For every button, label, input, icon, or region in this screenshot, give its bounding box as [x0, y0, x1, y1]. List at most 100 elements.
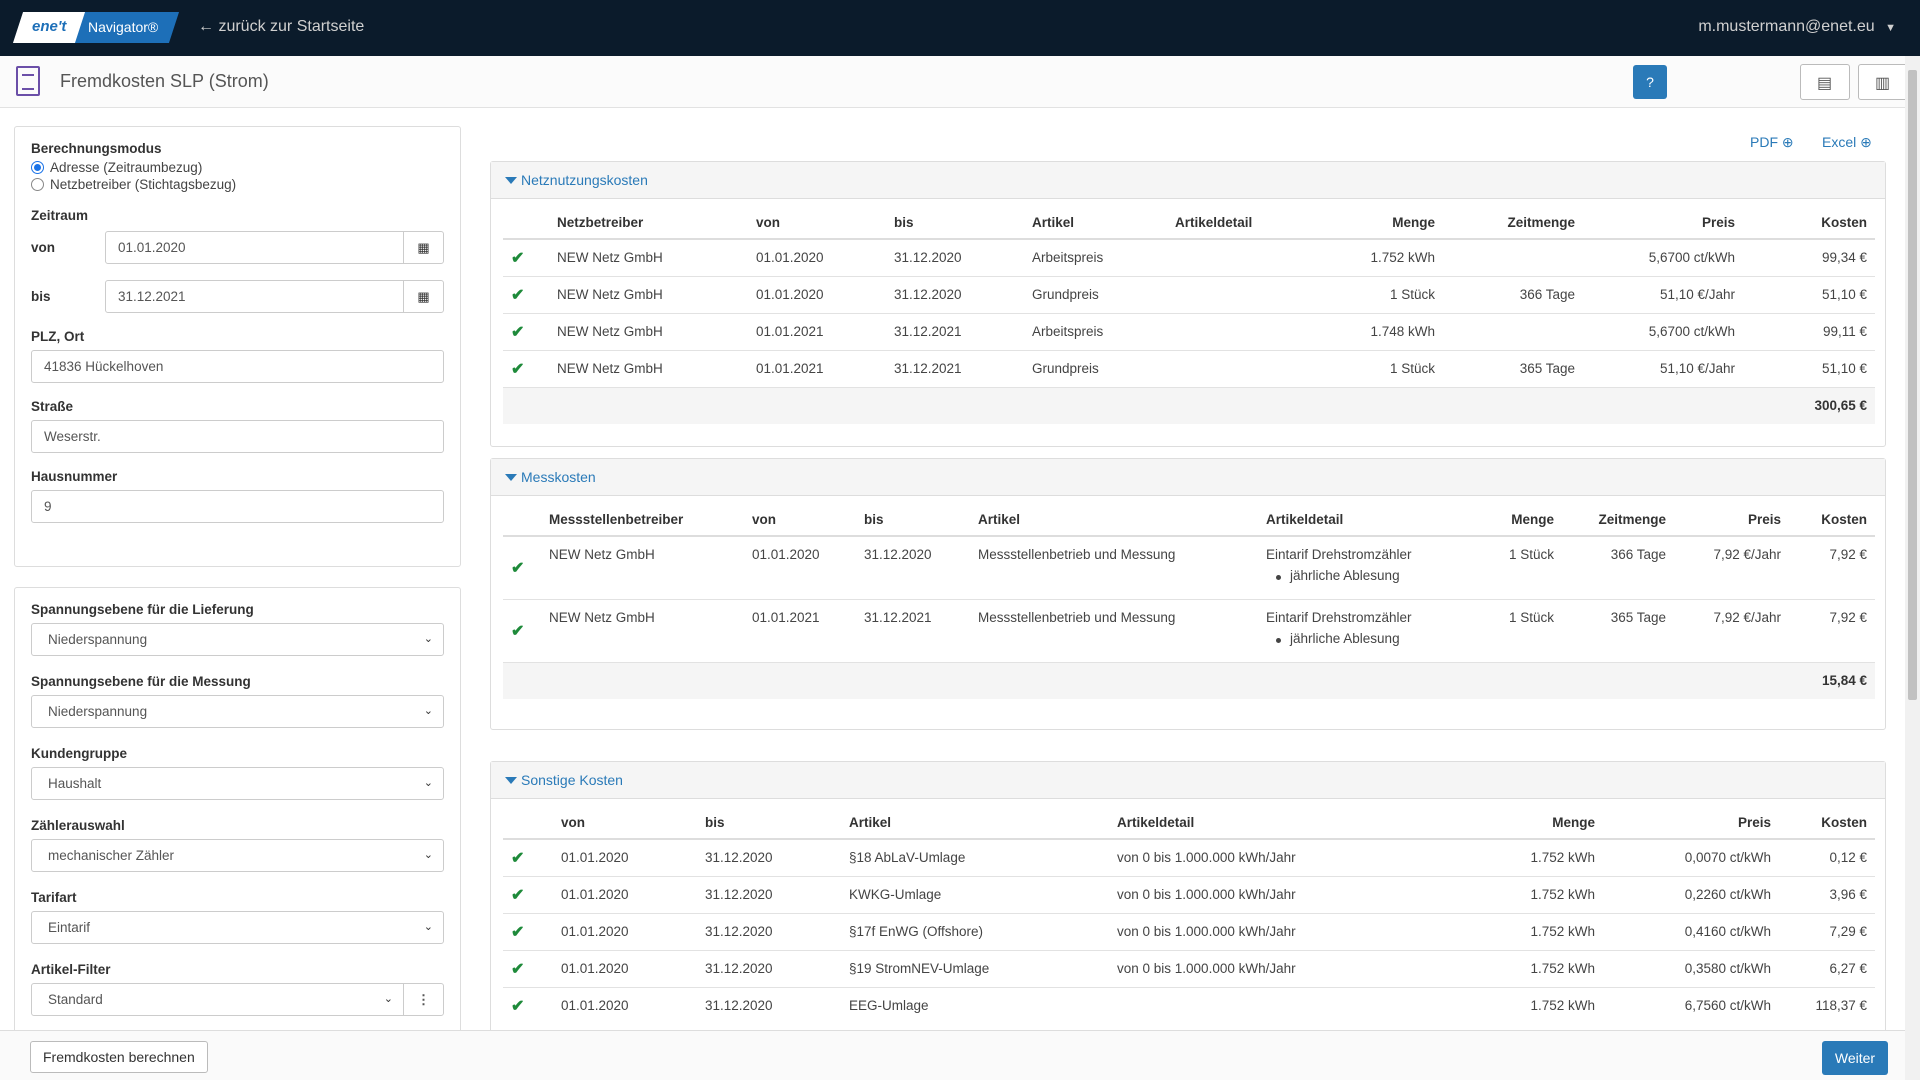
kundengruppe-label: Kundengruppe [31, 746, 127, 761]
table-cell: NEW Netz GmbH [557, 238, 756, 276]
detail-bullet: jährliche Ablesung [1266, 568, 1484, 583]
bis-date-value: 31.12.2021 [118, 289, 186, 304]
map-view-button[interactable]: ▥ [1858, 64, 1908, 100]
table-cell: 51,10 € [1735, 349, 1875, 387]
messkosten-section: Messkosten Messstellenbetreiber von bis … [490, 458, 1886, 730]
enet-navigator-logo[interactable]: ene't Navigator® [12, 12, 180, 43]
strasse-input[interactable]: Weserstr. [31, 420, 444, 453]
table-cell: Arbeitspreis [1032, 238, 1175, 276]
hausnummer-label: Hausnummer [31, 469, 118, 484]
check-icon: ✔ [503, 598, 549, 662]
sonstige-kosten-toggle[interactable]: Sonstige Kosten [491, 762, 1885, 799]
spannung-lieferung-value: Niederspannung [48, 632, 148, 647]
tarifart-select[interactable]: Eintarif ⌄ [31, 911, 444, 944]
help-button[interactable]: ? [1633, 65, 1667, 99]
mode-option-operator[interactable]: Netzbetreiber (Stichtagsbezug) [31, 177, 444, 192]
table-cell: 31.12.2020 [705, 912, 849, 950]
header-check [503, 496, 549, 537]
netznutzungskosten-toggle[interactable]: Netznutzungskosten [491, 162, 1885, 199]
bis-row: bis 31.12.2021 ▦ [31, 280, 444, 313]
page-scrollbar[interactable] [1905, 56, 1920, 1080]
check-icon: ✔ [503, 949, 561, 987]
table-cell: 1.752 kWh [1315, 238, 1435, 276]
table-cell: Grundpreis [1032, 275, 1175, 313]
more-options-icon[interactable]: ⋮ [403, 984, 443, 1015]
sonstige-kosten-section: Sonstige Kosten von bis Artikel Artikeld… [490, 761, 1886, 1041]
spannung-lieferung-select[interactable]: Niederspannung ⌄ [31, 623, 444, 656]
back-to-start-link[interactable]: ← zurück zur Startseite [198, 18, 364, 36]
table-cell: 01.01.2021 [756, 349, 894, 387]
table-cell: 366 Tage [1435, 275, 1575, 313]
download-icon: ⊕ [1860, 134, 1872, 150]
table-cell [1175, 349, 1315, 387]
table-cell: von 0 bis 1.000.000 kWh/Jahr [1117, 912, 1447, 950]
zaehlerauswahl-select[interactable]: mechanischer Zähler ⌄ [31, 839, 444, 872]
hausnummer-input[interactable]: 9 [31, 490, 444, 523]
spannung-messung-select[interactable]: Niederspannung ⌄ [31, 695, 444, 728]
detail-text: Eintarif Drehstromzähler [1266, 547, 1412, 562]
table-cell: 01.01.2020 [756, 238, 894, 276]
document-view-button[interactable]: ▤ [1800, 64, 1850, 100]
chevron-down-icon: ⌄ [383, 993, 393, 1005]
header-cell: Menge [1315, 199, 1435, 240]
calendar-icon[interactable]: ▦ [403, 232, 443, 263]
bis-date-input[interactable]: 31.12.2021 ▦ [105, 280, 444, 313]
mode-option-address[interactable]: Adresse (Zeitraumbezug) [31, 160, 444, 175]
header-cell: Artikel [978, 496, 1266, 537]
scrollbar-thumb[interactable] [1908, 70, 1917, 700]
download-icon: ⊕ [1781, 134, 1794, 150]
page-header: Fremdkosten SLP (Strom) ? ▤ ▥ [0, 56, 1908, 108]
header-cell: bis [864, 496, 978, 537]
pdf-export-link[interactable]: PDF ⊕ [1750, 134, 1794, 151]
chevron-down-icon: ⌄ [423, 705, 433, 717]
table-cell: 01.01.2020 [561, 875, 705, 913]
header-cell: Zeitmenge [1554, 496, 1666, 537]
page-title: Fremdkosten SLP (Strom) [60, 71, 269, 91]
von-date-input[interactable]: 01.01.2020 ▦ [105, 231, 444, 264]
chevron-down-icon: ⌄ [423, 849, 433, 861]
table-cell: 7,29 € [1771, 912, 1875, 950]
caret-down-icon [505, 777, 517, 784]
table-cell: 31.12.2020 [864, 535, 978, 599]
radio-unchecked-icon[interactable] [31, 178, 44, 191]
table-cell: 1.752 kWh [1447, 875, 1595, 913]
calendar-icon[interactable]: ▦ [403, 281, 443, 312]
table-cell: §19 StromNEV-Umlage [849, 949, 1117, 987]
artikel-filter-select[interactable]: Standard ⌄ ⋮ [31, 983, 444, 1016]
header-cell: Preis [1595, 799, 1771, 840]
mode-option-address-label: Adresse (Zeitraumbezug) [50, 160, 203, 175]
table-row: ✔ 01.01.2020 31.12.2020 §17f EnWG (Offshore… [503, 912, 1875, 950]
table-cell: 01.01.2021 [752, 598, 864, 662]
detail-text: Eintarif Drehstromzähler [1266, 609, 1412, 625]
table-cell: 7,92 € [1781, 598, 1875, 662]
table-cell: 1.748 kWh [1315, 312, 1435, 350]
next-button[interactable]: Weiter [1822, 1041, 1888, 1075]
header-cell: Menge [1484, 496, 1554, 537]
netznutzungskosten-section: Netznutzungskosten Netzbetreiber von bis… [490, 161, 1886, 447]
table-row: ✔ NEW Netz GmbH 01.01.2021 31.12.2021 Messst… [503, 598, 1875, 662]
artikel-filter-value: Standard [48, 992, 103, 1007]
table-cell: 31.12.2020 [705, 986, 849, 1024]
table-cell: 51,10 €/Jahr [1575, 275, 1735, 313]
messkosten-toggle[interactable]: Messkosten [491, 459, 1885, 496]
table-cell: 1.752 kWh [1447, 838, 1595, 876]
table-header-row: von bis Artikel Artikeldetail Menge Prei… [503, 799, 1875, 840]
table-cell: EEG-Umlage [849, 986, 1117, 1024]
total-value: 15,84 € [503, 661, 1875, 699]
user-email: m.mustermann@enet.eu [1698, 18, 1875, 35]
calculate-costs-button[interactable]: Fremdkosten berechnen [30, 1041, 208, 1073]
kundengruppe-select[interactable]: Haushalt ⌄ [31, 767, 444, 800]
table-row: ✔ NEW Netz GmbH 01.01.2020 31.12.2020 Messst… [503, 535, 1875, 599]
excel-export-link[interactable]: Excel ⊕ [1822, 134, 1872, 151]
table-cell: 5,6700 ct/kWh [1575, 312, 1735, 350]
header-cell: Preis [1666, 496, 1781, 537]
table-cell: 51,10 € [1735, 275, 1875, 313]
mode-label: Berechnungsmodus [31, 141, 162, 156]
user-menu[interactable]: m.mustermann@enet.eu ▼ [1698, 18, 1896, 36]
plz-ort-input[interactable]: 41836 Hückelhoven [31, 350, 444, 383]
header-cell: Artikel [849, 799, 1117, 840]
table-cell: 0,0070 ct/kWh [1595, 838, 1771, 876]
radio-checked-icon[interactable] [31, 161, 44, 174]
von-date-value: 01.01.2020 [118, 240, 186, 255]
table-cell: 01.01.2020 [561, 838, 705, 876]
